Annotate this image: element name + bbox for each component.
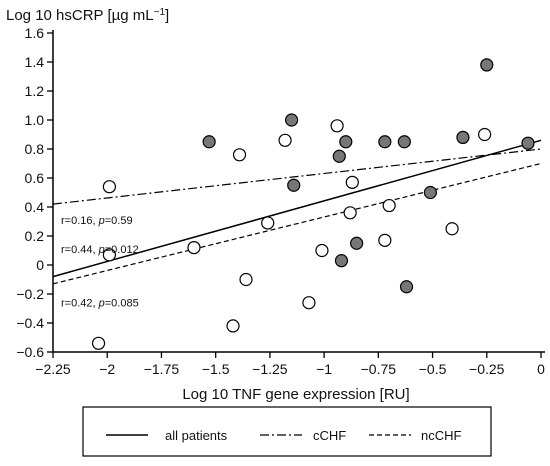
y-tick-label: 0.6 [25,170,45,186]
point-cchf [350,236,364,250]
point-ncchf [378,233,392,247]
y-tick-label: −0.6 [16,344,44,360]
x-tick-label: −0.75 [361,361,397,377]
regression-line-all-patients [52,139,542,278]
point-cchf [339,135,353,149]
legend-label-cchf: cCHF [313,428,346,443]
point-cchf [397,135,411,149]
correlation-annotation: r=0.16, p=0.59 [61,215,133,227]
y-tick-label: 1.2 [25,83,45,99]
y-tick-label: 0.8 [25,141,45,157]
y-tick-label: 0.2 [25,228,45,244]
point-ncchf [315,243,329,258]
point-cchf [334,254,349,268]
x-tick-label: −2 [99,361,115,377]
y-tick-label: 1.0 [25,112,45,128]
x-tick-label: −1 [316,361,332,377]
point-ncchf [343,206,357,220]
y-tick-label: 1.4 [25,54,45,70]
axes [52,30,545,353]
data-points [91,58,535,350]
regression-line-ncchf [52,162,542,285]
point-ncchf [478,127,492,142]
x-tick-label: −1.5 [202,361,230,377]
point-cchf [378,135,392,149]
point-cchf [423,185,437,200]
point-cchf [287,178,301,192]
x-axis-title: Log 10 TNF gene expression [RU] [182,386,409,403]
y-tick-label: 0 [36,257,44,273]
x-tick-label: −2.25 [35,361,71,377]
ticks: −2.25 −2 −1.75 −1.5 −1.25 −1 −0.75 −0.5 −0.25 0 −0… [16,25,545,377]
y-axis-title: Log 10 hsCRP [µg mL−1] [6,7,169,24]
point-ncchf [239,272,253,287]
point-cchf [399,280,414,294]
point-ncchf [102,248,116,262]
y-tick-label: 0.4 [25,199,45,215]
point-ncchf [232,148,247,162]
legend-label-ncchf: ncCHF [421,428,462,443]
point-ncchf [345,175,359,189]
point-ncchf [330,119,344,133]
point-ncchf [91,336,106,350]
y-tick-label: 1.6 [25,25,45,41]
legend: all patients cCHF ncCHF [82,406,492,457]
point-ncchf [226,319,240,333]
point-ncchf [278,133,292,147]
point-cchf [480,58,494,72]
y-tick-label: −0.2 [16,286,44,302]
point-cchf [202,135,216,149]
point-ncchf [382,198,396,213]
point-ncchf [302,296,316,310]
point-ncchf [261,216,275,230]
x-tick-label: 0 [537,361,545,377]
point-ncchf [187,241,201,255]
annotations: r=0.16, p=0.59 r=0.44, p=0.012 r=0.42, p=0… [61,215,139,310]
point-ncchf [445,222,459,236]
y-tick-label: −0.4 [16,315,44,331]
legend-label-all-patients: all patients [165,428,228,443]
x-tick-label: −0.25 [469,361,505,377]
point-cchf [521,136,535,150]
regression-line-cchf [52,148,542,205]
x-tick-label: −1.75 [144,361,180,377]
legend-box [82,406,492,457]
regression-lines [52,139,542,285]
x-tick-label: −1.25 [252,361,288,377]
correlation-annotation: r=0.42, p=0.085 [61,298,139,310]
x-tick-label: −0.5 [419,361,447,377]
point-cchf [284,113,299,127]
correlation-annotation: r=0.44, p=0.012 [61,244,139,256]
point-cchf [456,130,470,144]
point-cchf [332,149,346,163]
point-ncchf [102,180,116,194]
